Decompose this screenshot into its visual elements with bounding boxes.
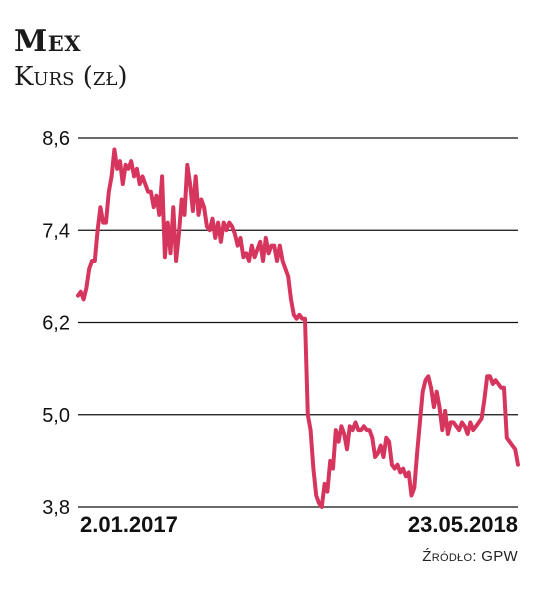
- y-tick-label: 6,2: [42, 313, 70, 335]
- chart-title: Mex: [14, 24, 82, 59]
- chart-subtitle: Kurs (zł): [14, 62, 128, 92]
- y-tick-label: 8,6: [42, 128, 70, 150]
- source-note: Źródło: GPW: [422, 548, 518, 565]
- x-tick-label-start: 2.01.2017: [80, 512, 178, 537]
- x-tick-label-end: 23.05.2018: [408, 512, 518, 537]
- y-tick-label: 5,0: [42, 405, 70, 427]
- y-tick-label: 3,8: [42, 497, 70, 519]
- series-line: [76, 147, 520, 509]
- y-tick-label: 7,4: [42, 220, 70, 242]
